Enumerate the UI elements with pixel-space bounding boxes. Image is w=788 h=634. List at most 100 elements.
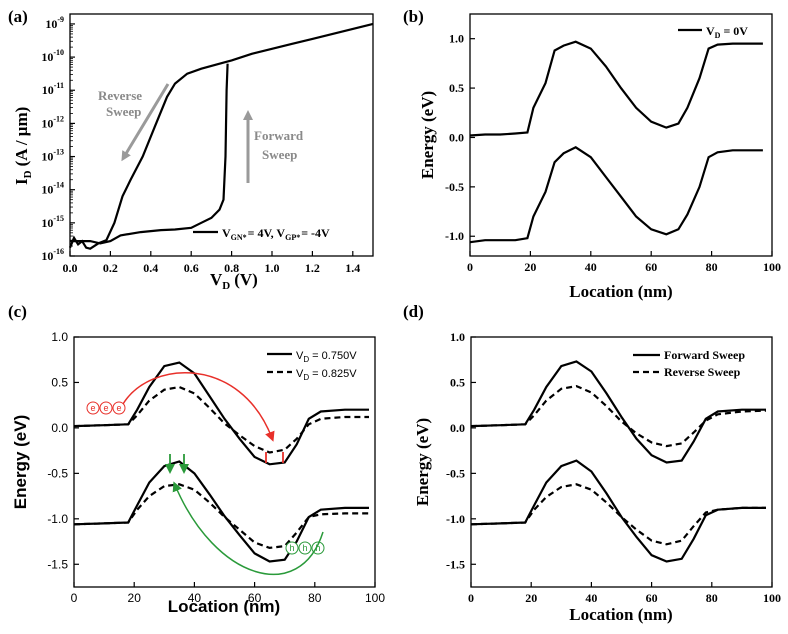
electron-circle-2 [99, 401, 113, 415]
electron-symbol-3: e [116, 403, 121, 413]
panel-a-x-tick-label: 0.6 [184, 261, 199, 275]
panel-c-x-tick-label: 0 [71, 591, 78, 605]
hole-circle-2 [298, 541, 312, 555]
panel-c-x-tick-label: 100 [365, 591, 385, 605]
panel-d-y-tick-label: -1.0 [446, 512, 465, 526]
panel-a-x-tick-label: 0.8 [224, 261, 239, 275]
hole-symbol-2: h [302, 543, 307, 553]
panel-d-y-tick-label: 0.0 [450, 421, 465, 435]
panel-c-series-0 [73, 361, 369, 466]
panel-c-legend-text-0825: VD = 0.825V [296, 368, 357, 382]
panel-label-c: (c) [8, 302, 27, 321]
panel-c-y-tick-label: -0.5 [47, 466, 68, 480]
panel-d-legend-reverse: Reverse Sweep [664, 365, 741, 379]
panel-b-frame [469, 13, 773, 257]
panel-d-x-tick-labels: 0 20 40 60 80 100 [468, 591, 781, 605]
panel-c-y-tick-label: 0.0 [51, 421, 68, 435]
panel-label-a: (a) [8, 7, 28, 26]
panel-c-axis-ticks [73, 336, 376, 587]
panel-d-series-2 [470, 459, 766, 563]
electron-circle-1 [86, 401, 100, 415]
panel-d-y-tick-label: -1.5 [446, 557, 465, 571]
panel-b-axis-ticks [469, 38, 773, 256]
panel-c-series-2 [73, 460, 369, 563]
panel-c-x-label: Location (nm) [168, 597, 280, 616]
panel-b-legend-text: VD = 0V [706, 24, 748, 40]
panel-b-x-tick-label: 20 [524, 260, 536, 274]
electron-circle-3 [112, 401, 126, 415]
hole-symbol-1: h [289, 543, 294, 553]
panel-b-x-tick-label: 100 [763, 260, 781, 274]
panel-a-y-tick-label: 10-9 [45, 15, 64, 31]
panel-d-y-tick-label: -0.5 [446, 466, 465, 480]
panel-c-y-tick-label: 0.5 [51, 375, 68, 389]
panel-b-y-tick-label: -0.5 [445, 180, 464, 194]
panel-a-x-tick-label: 0.4 [143, 261, 158, 275]
panel-c-y-tick-label: -1.5 [47, 557, 68, 571]
panel-b-series-1 [469, 146, 763, 244]
panel-b-x-tick-labels: 0 20 40 60 80 100 [467, 260, 781, 274]
panel-c-x-tick-label: 60 [248, 591, 262, 605]
forward-sweep-annotation-line1: Forward [254, 128, 304, 143]
panel-a-axis-ticks [69, 23, 354, 257]
panel-d-x-tick-label: 60 [646, 591, 658, 605]
hole-circle-1 [285, 541, 299, 555]
panel-a-chart: 0.0 0.2 0.4 0.6 0.8 1.0 1.2 1.4 10-910-1010-111… [12, 13, 374, 292]
panel-a-x-tick-label: 1.4 [345, 261, 360, 275]
panel-a-x-tick-labels: 0.0 0.2 0.4 0.6 0.8 1.0 1.2 1.4 [63, 261, 361, 275]
panel-d-x-tick-label: 100 [763, 591, 781, 605]
hole-symbol-3: h [315, 543, 320, 553]
panel-b-series-0 [469, 40, 763, 137]
panel-a-y-tick-label: 10-14 [41, 181, 64, 197]
panel-b-series-lines [469, 40, 763, 244]
panel-a-y-tick-label: 10-16 [41, 247, 64, 263]
panel-b-x-tick-label: 80 [706, 260, 718, 274]
panel-d-x-tick-label: 80 [706, 591, 718, 605]
panel-b-y-tick-label: 0.0 [449, 130, 464, 144]
panel-d-y-tick-label: 1.0 [450, 330, 465, 344]
electron-transfer-arrow [122, 371, 275, 442]
panel-b-x-tick-label: 0 [467, 260, 473, 274]
panel-c-series-1 [73, 385, 369, 454]
panel-a-y-tick-label: 10-12 [41, 114, 64, 130]
panel-c-y-tick-label: -1.0 [47, 512, 68, 526]
panel-a-y-tick-label: 10-13 [41, 148, 64, 164]
electron-symbol-1: e [90, 403, 95, 413]
panel-d-y-tick-labels: -1.5 -1.0 -0.5 0.0 0.5 1.0 [446, 330, 465, 571]
panel-d-x-tick-label: 20 [525, 591, 537, 605]
panel-d-chart: 0 20 40 60 80 100 -1.5 -1.0 -0.5 0.0 0.5 1.0 Locat… [413, 330, 781, 624]
panel-d-x-tick-label: 0 [468, 591, 474, 605]
panel-a-y-tick-labels: 10-9 10-10 10-11 10-12 10-13 10-14 10-15 10-16 [41, 15, 64, 263]
panel-d-x-tick-label: 40 [585, 591, 597, 605]
panel-b-x-label: Location (nm) [569, 282, 672, 301]
panel-b-x-tick-label: 60 [645, 260, 657, 274]
panel-b-y-tick-label: -1.0 [445, 229, 464, 243]
panel-label-d: (d) [403, 302, 424, 321]
panel-a-reverse-sweep-line [68, 22, 374, 250]
panel-a-x-tick-label: 1.0 [265, 261, 280, 275]
panel-a-y-label: ID(A / μm) [12, 107, 34, 185]
panel-c-legend-text-0750: VD = 0.750V [296, 350, 357, 364]
hole-symbols: h h h [285, 541, 325, 555]
panel-d-y-label: Energy (eV) [413, 418, 432, 506]
panel-c-x-tick-labels: 0 20 40 60 80 100 [71, 591, 386, 605]
panel-c-series-lines [73, 361, 369, 563]
panel-a-y-tick-label: 10-15 [41, 214, 64, 230]
panel-d-x-label: Location (nm) [569, 605, 672, 624]
panel-b-y-label: Energy (eV) [418, 91, 437, 179]
panel-c-y-tick-labels: -1.5 -1.0 -0.5 0.0 0.5 1.0 [47, 330, 68, 571]
panel-a-y-tick-label: 10-11 [42, 81, 64, 97]
panel-a-x-label: VD (V) [210, 270, 258, 292]
electron-symbol-2: e [103, 403, 108, 413]
reverse-sweep-annotation-line2: Sweep [106, 104, 141, 119]
panel-d-frame [470, 336, 773, 588]
hole-transfer-arrow [172, 481, 324, 576]
panel-a-frame [69, 13, 374, 257]
panel-b-y-tick-labels: -1.0 -0.5 0.0 0.5 1.0 [445, 32, 464, 244]
panel-b-x-tick-label: 40 [585, 260, 597, 274]
panel-b-y-tick-label: 0.5 [449, 81, 464, 95]
panel-b-y-tick-label: 1.0 [449, 32, 464, 46]
reverse-sweep-annotation-line1: Reverse [98, 88, 142, 103]
electron-symbols: e e e [86, 401, 126, 415]
